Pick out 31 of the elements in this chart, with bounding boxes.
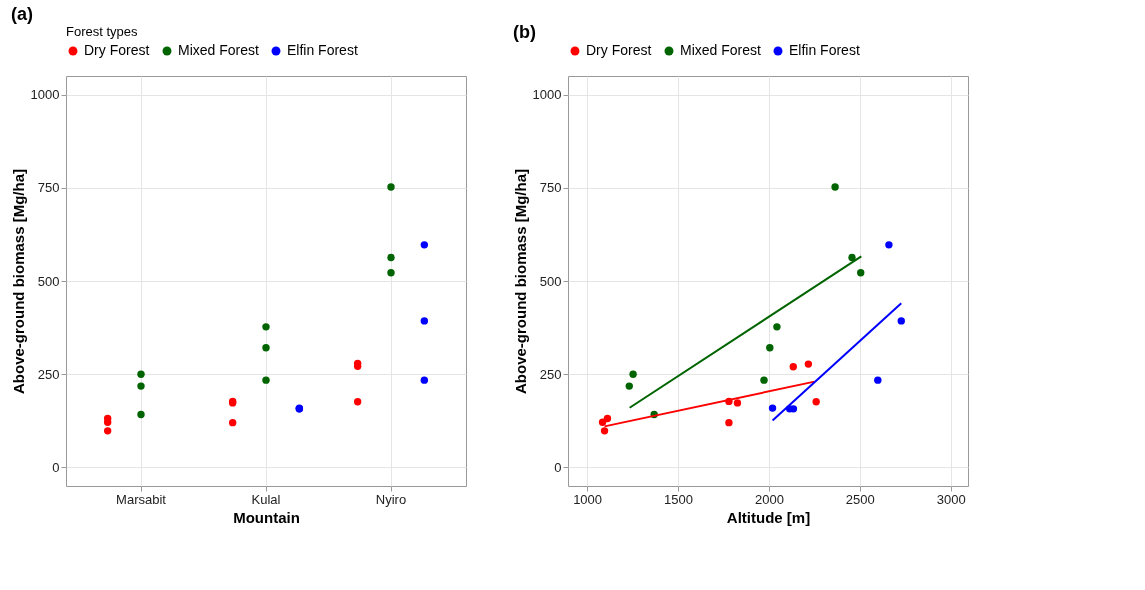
y-tick-label: 500	[37, 273, 60, 289]
legend-label: Dry Forest	[586, 42, 652, 58]
x-tick-label: 1500	[664, 491, 693, 507]
y-tick-label: 750	[37, 180, 60, 196]
legend-label: Dry Forest	[84, 42, 150, 58]
x-tick-label: Nyiro	[375, 491, 407, 507]
y-tick-label: 250	[37, 366, 60, 382]
x-tick-label: 2500	[845, 491, 875, 507]
y-tick-label: 0	[554, 459, 562, 475]
chart-title: (b)	[513, 22, 537, 42]
legend-label: Elfin Forest	[789, 42, 860, 58]
legend-label: Mixed Forest	[178, 42, 260, 58]
x-tick-label: Kulal	[251, 491, 281, 507]
y-tick-label: 250	[539, 366, 562, 382]
y-tick-label: 750	[539, 180, 562, 196]
x-axis-title: Altitude [m]	[726, 508, 811, 526]
x-tick-label: 3000	[936, 491, 966, 507]
y-tick-label: 0	[52, 459, 60, 475]
y-axis-title: Above-ground biomass [Mg/ha]	[511, 169, 529, 394]
x-axis-title: Mountain	[233, 508, 300, 526]
legend-label: Mixed Forest	[680, 42, 762, 58]
x-tick-label: 1000	[573, 491, 603, 507]
x-tick-label: 2000	[754, 491, 784, 507]
y-tick-label: 1000	[30, 87, 60, 103]
chart-title: (a)	[11, 4, 34, 24]
y-tick-label: 1000	[532, 87, 562, 103]
legend-title: Forest types	[66, 24, 139, 39]
y-axis-title: Above-ground biomass [Mg/ha]	[9, 169, 27, 394]
legend-label: Elfin Forest	[287, 42, 358, 58]
y-tick-label: 500	[539, 273, 562, 289]
x-tick-label: Marsabit	[116, 491, 167, 507]
